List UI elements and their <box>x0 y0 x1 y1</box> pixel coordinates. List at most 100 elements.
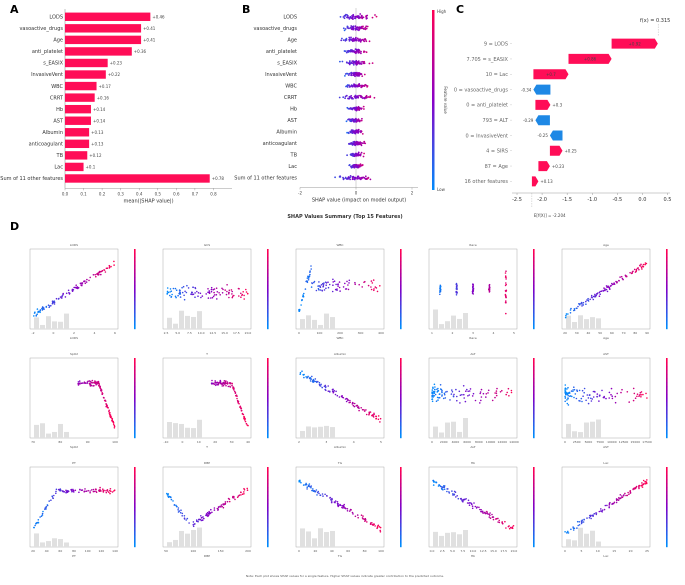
dependence-point <box>608 286 611 289</box>
dependence-colorbar-segment <box>134 309 136 314</box>
dependence-point <box>374 525 376 527</box>
dependence-colorbar-segment <box>400 434 402 439</box>
dependence-point <box>603 508 606 511</box>
dependence-point <box>46 504 49 507</box>
dependence-point <box>576 527 578 529</box>
dependence-point <box>324 388 327 391</box>
histogram-bar <box>451 315 456 329</box>
dependence-point <box>592 396 595 398</box>
dependence-x-tick-label: 17.5 <box>233 331 240 335</box>
dependence-point <box>510 389 513 392</box>
dependence-point <box>246 489 249 492</box>
dependence-point <box>583 387 586 390</box>
swarm-dot <box>347 176 350 178</box>
dependence-point <box>306 277 309 279</box>
dependence-point <box>310 487 312 489</box>
dependence-point <box>583 391 585 394</box>
dependence-point <box>595 294 598 297</box>
dependence-colorbar-segment <box>267 253 269 258</box>
dependence-point <box>79 383 81 385</box>
dependence-colorbar-segment <box>400 265 402 270</box>
dependence-x-tick-label: 3 <box>325 440 327 444</box>
dependence-colorbar-segment <box>134 253 136 258</box>
dependence-point <box>347 288 350 291</box>
dependence-xlabel-5: SpO2 <box>70 445 78 449</box>
dependence-x-tick-label: 7500 <box>596 440 604 444</box>
dependence-point <box>83 280 85 283</box>
waterfall-label-1: 7.705 = s_EASIX <box>467 57 509 63</box>
dependence-colorbar-segment <box>666 543 668 548</box>
dependence-colorbar-segment <box>533 394 535 399</box>
dependence-point <box>463 498 466 501</box>
dependence-point <box>440 486 443 488</box>
dependence-point <box>41 514 44 516</box>
dependence-point <box>495 392 498 395</box>
dependence-colorbar-segment <box>533 422 535 427</box>
dependence-point <box>233 390 236 393</box>
swarm-dot <box>348 38 351 40</box>
category-label-5: InvasiveVent <box>31 72 63 78</box>
dependence-colorbar-segment <box>533 321 535 326</box>
waterfall-value-4: +0.3 <box>552 103 562 108</box>
dependence-x-tick-label: 15.0 <box>490 549 497 553</box>
dependence-point <box>225 382 227 385</box>
dependence-point <box>222 503 224 506</box>
dependence-point <box>373 523 375 525</box>
dependence-colorbar-segment <box>666 483 668 488</box>
swarm-dot <box>351 178 354 181</box>
dependence-point <box>90 384 93 387</box>
dependence-point <box>211 383 213 385</box>
dependence-point <box>455 286 458 289</box>
histogram-bar <box>197 527 202 547</box>
dependence-point <box>443 485 445 487</box>
dependence-colorbar-segment <box>533 430 535 435</box>
dependence-colorbar-segment <box>400 305 402 310</box>
dependence-point <box>341 395 343 397</box>
dependence-point <box>376 290 379 293</box>
dependence-point <box>239 406 241 408</box>
dependence-point <box>443 393 446 396</box>
dependence-point <box>472 283 474 286</box>
dependence-point <box>467 499 470 502</box>
swarm-dot <box>344 73 347 75</box>
dependence-colorbar-segment <box>400 527 402 532</box>
dependence-point <box>352 513 354 515</box>
dependence-point <box>307 279 310 281</box>
dependence-point <box>354 283 357 286</box>
dependence-colorbar-segment <box>533 398 535 403</box>
dependence-point <box>588 394 591 397</box>
dependence-point <box>95 275 97 278</box>
dependence-point <box>360 407 363 409</box>
dependence-colorbar-segment <box>533 281 535 286</box>
dependence-x-tick-label: 80 <box>363 549 367 553</box>
histogram-bar <box>324 313 329 329</box>
dependence-point <box>70 488 73 491</box>
dependence-point <box>246 424 248 426</box>
dependence-point <box>496 387 498 390</box>
dependence-colorbar-segment <box>533 523 535 528</box>
swarm-dot <box>348 36 351 39</box>
dependence-point <box>489 512 491 514</box>
dependence-colorbar-segment <box>666 362 668 367</box>
dependence-point <box>586 394 589 396</box>
dependence-point <box>611 397 614 400</box>
dependence-point <box>322 285 325 288</box>
swarm-dot <box>355 96 358 99</box>
waterfall-value-9: +0.13 <box>540 179 553 184</box>
dependence-point <box>598 510 601 513</box>
dependence-point <box>578 399 580 402</box>
dependence-point <box>91 382 94 384</box>
dependence-point <box>74 489 77 492</box>
dependence-point <box>91 379 94 382</box>
dependence-point <box>640 391 643 393</box>
dependence-colorbar-segment <box>400 269 402 274</box>
dependence-colorbar-segment <box>400 297 402 302</box>
dependence-point <box>332 284 334 287</box>
dependence-colorbar-segment <box>666 386 668 391</box>
dependence-point <box>213 291 215 294</box>
dependence-point <box>580 522 583 525</box>
swarm-dot <box>348 72 351 75</box>
dependence-x-tick-label: 10000 <box>486 440 496 444</box>
swarm-dot <box>360 144 363 147</box>
dependence-point <box>52 497 54 499</box>
